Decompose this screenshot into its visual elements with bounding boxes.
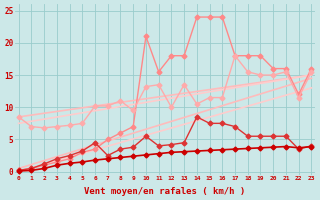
X-axis label: Vent moyen/en rafales ( km/h ): Vent moyen/en rafales ( km/h ) — [84, 187, 246, 196]
